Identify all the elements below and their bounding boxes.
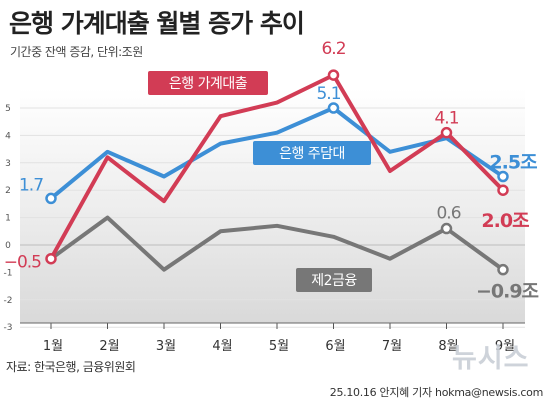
newsis-watermark: 뉴시스 <box>452 343 530 374</box>
x-tick-label: 5월 <box>269 339 289 354</box>
data-point-marker <box>327 69 340 81</box>
series-lines <box>45 69 509 276</box>
y-tick-label: 5 <box>5 104 11 114</box>
y-tick-label: -1 <box>4 268 13 278</box>
x-tick-label: 4월 <box>212 339 232 354</box>
x-tick-label: 3월 <box>156 339 176 354</box>
data-point-marker <box>497 170 509 183</box>
y-tick-label: -2 <box>4 296 13 306</box>
x-axis-ticks: 1월 2월 3월 4월 5월 6월 7월 8월 9월 <box>20 322 525 354</box>
legend-box-bank-household-loan <box>148 71 268 95</box>
y-tick-label: 3 <box>5 159 11 169</box>
x-tick-label: 2월 <box>99 339 119 354</box>
y-tick-label: 1 <box>5 214 11 224</box>
x-tick-label: 9월 <box>495 339 515 354</box>
data-point-marker <box>45 252 57 265</box>
x-tick-label: 6월 <box>325 339 345 354</box>
data-point-marker <box>440 126 453 139</box>
data-point-marker <box>440 222 453 235</box>
data-label: 2.5조 <box>489 152 537 174</box>
data-label: 5.1 <box>316 84 340 104</box>
y-tick-label: 2 <box>5 186 11 196</box>
data-point-marker <box>327 102 340 114</box>
data-point-marker <box>497 263 509 276</box>
credit-line: 25.10.16 안지혜 기자 hokma@newsis.com <box>329 386 544 399</box>
series-line-secondary-finance <box>49 215 505 272</box>
data-point-marker <box>45 192 57 205</box>
data-label: 2.0조 <box>481 210 529 232</box>
chart-title: 은행 가계대출 월별 증가 추이 <box>9 9 305 38</box>
data-label: −0.9조 <box>476 281 539 303</box>
series-line-bank-household-loan <box>49 73 505 261</box>
y-axis-ticks: 5 4 3 2 1 0 -1 -2 -3 <box>4 104 13 333</box>
x-tick-label: 8월 <box>438 339 458 354</box>
data-label: 1.7 <box>19 175 43 195</box>
plot-background <box>20 88 525 323</box>
data-label: 4.1 <box>434 109 458 129</box>
legend-label-bank-household-loan: 은행 가계대출 <box>169 76 248 92</box>
y-tick-label: -3 <box>4 323 13 333</box>
x-tick-label: 7월 <box>382 339 402 354</box>
series-line-bank-mortgage <box>49 106 505 201</box>
data-label: 6.2 <box>321 39 345 59</box>
source-note: 자료: 한국은행, 금융위원회 <box>6 360 136 374</box>
legend-label-bank-mortgage: 은행 주담대 <box>279 146 345 162</box>
data-label: 0.6 <box>436 204 460 224</box>
data-labels: −0.5 6.2 4.1 2.0조 1.7 5.1 2.5조 0.6 −0.9조 <box>4 39 540 303</box>
y-tick-label: 0 <box>5 241 11 251</box>
legend-label-secondary-finance: 제2금융 <box>311 273 357 289</box>
data-point-marker <box>497 184 509 196</box>
data-label: −0.5 <box>4 253 41 273</box>
chart-subtitle: 기간중 잔액 증감, 단위:조원 <box>10 45 143 59</box>
legend-box-secondary-finance <box>296 268 372 292</box>
legend-box-bank-mortgage <box>253 141 371 165</box>
x-tick-label: 1월 <box>43 339 63 354</box>
y-tick-label: 4 <box>5 131 11 141</box>
